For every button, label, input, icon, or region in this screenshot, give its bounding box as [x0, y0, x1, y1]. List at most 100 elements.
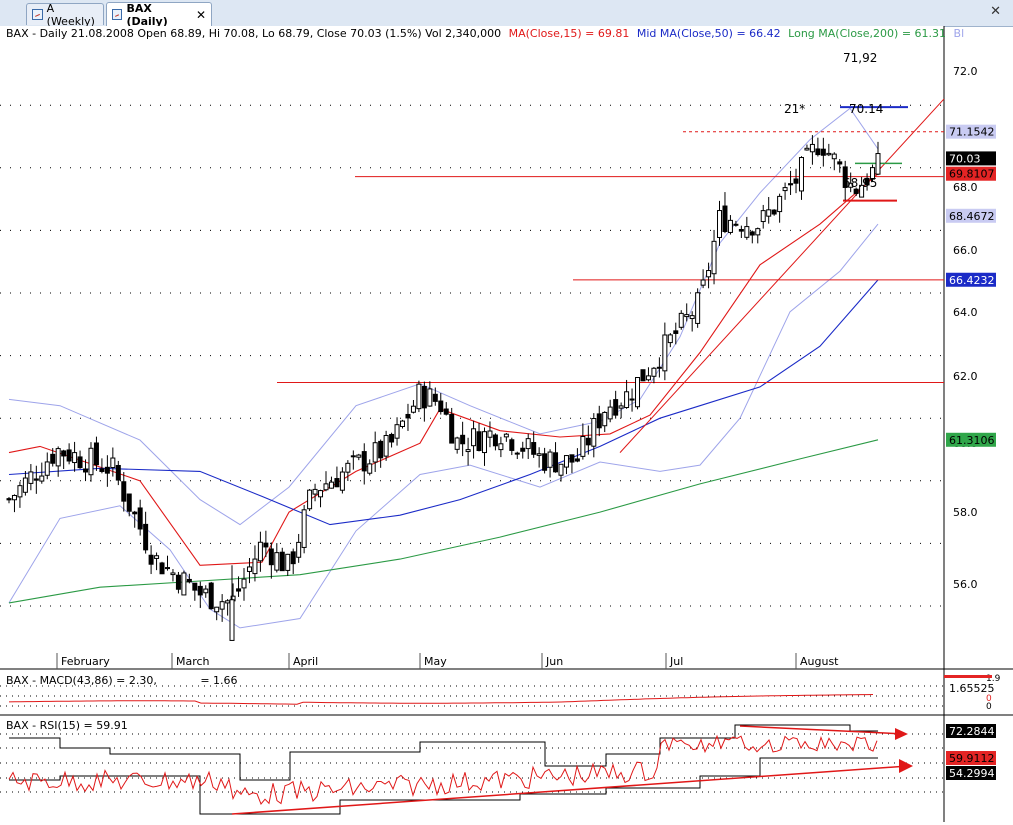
candle-body: [110, 457, 116, 469]
candle-body: [246, 566, 252, 572]
price-tick: 68.0: [953, 181, 978, 194]
price-axis-ticks: 72.0 70 68.0 66.0 64.0 62.0 60.0 58.0 56…: [953, 65, 978, 591]
price-tag-text: 70.03: [949, 152, 981, 165]
rsi-panel: BAX - RSI(15) = 59.91 72.2844 59.9112 54…: [0, 719, 996, 815]
macd-axis-tick: 1.9: [986, 674, 1001, 684]
price-tag-text: 61.3106: [949, 434, 995, 447]
trend-line: [619, 98, 945, 453]
candle-body: [831, 153, 837, 160]
price-tag: [946, 151, 996, 166]
candle-body: [61, 450, 67, 457]
price-tag-text: 68.4672: [949, 210, 995, 223]
bollinger-lower: [8, 223, 879, 629]
candle-body: [580, 436, 586, 457]
candle-body: [219, 601, 225, 610]
candle-body: [465, 449, 471, 453]
candle-body: [492, 434, 498, 447]
month-label: August: [800, 655, 839, 668]
candle-body: [848, 182, 854, 188]
candle-body: [192, 582, 198, 591]
price-tags: 71.1542 70.03 69.8107 68.4672 66.4232 61.3106: [946, 124, 996, 447]
ma200-line: [8, 439, 879, 604]
candle-body: [651, 367, 657, 377]
candle-body: [175, 574, 181, 590]
rsi-tag-lower: [946, 766, 996, 780]
candle-body: [809, 143, 815, 153]
candle-body: [350, 455, 356, 458]
candle-body: [558, 463, 564, 476]
candle-body: [6, 498, 12, 501]
candle-body: [154, 555, 160, 559]
candle-body: [798, 157, 804, 192]
candle-body: [126, 493, 132, 512]
chart-icon: [112, 9, 123, 20]
candle-body: [662, 334, 668, 372]
candle-body: [17, 485, 23, 498]
candle-body: [33, 478, 39, 481]
candle-body: [77, 456, 83, 469]
rsi-tag-value-text: 59.9112: [949, 752, 995, 765]
candle-body: [361, 451, 367, 472]
candle-body: [624, 391, 630, 409]
candle-body: [345, 462, 351, 473]
macd-axis-tick: 0: [986, 694, 992, 704]
candle-body: [591, 418, 597, 447]
candle-body: [471, 428, 477, 447]
candle-body: [684, 314, 690, 318]
arrow-icon: [895, 728, 908, 740]
candle-body: [454, 437, 460, 450]
annotation-low: 68.95: [843, 176, 877, 190]
candle-body: [99, 468, 105, 472]
candle-body: [733, 223, 739, 226]
rsi-trendline-upper: [739, 725, 906, 735]
tab-label: BAX (Daily): [126, 1, 168, 28]
candle-body: [509, 439, 515, 451]
price-tag: [946, 272, 996, 287]
candle-body: [164, 567, 170, 570]
chart-svg[interactable]: BAX - Daily 21.08.2008 Open 68.89, Hi 70…: [0, 26, 1013, 822]
candle-body: [574, 458, 580, 462]
candle-body: [44, 461, 50, 476]
candle-body: [536, 453, 542, 456]
candle-body: [826, 152, 832, 156]
candle-body: [542, 453, 548, 471]
candle-body: [22, 477, 28, 493]
rsi-trendline-lower: [231, 765, 909, 815]
price-tag: [946, 208, 996, 223]
candle-body: [673, 330, 679, 334]
candle-body: [678, 312, 684, 328]
tab-label: A (Weekly): [46, 1, 95, 28]
chart-canvas[interactable]: BAX - Daily 21.08.2008 Open 68.89, Hi 70…: [0, 26, 1013, 822]
candle-body: [279, 551, 285, 572]
candle-body: [72, 452, 78, 464]
candle-body: [755, 228, 761, 236]
candle-body: [285, 553, 291, 571]
tab-scroll-icon[interactable]: [6, 6, 20, 20]
candle-body: [793, 178, 799, 184]
candle-body: [39, 475, 45, 482]
price-tag: [946, 166, 996, 181]
candle-body: [585, 437, 591, 446]
candle-body: [498, 443, 504, 451]
tab-a-weekly[interactable]: A (Weekly): [26, 1, 104, 28]
candle-body: [449, 413, 455, 444]
candle-body: [318, 490, 324, 498]
tab-bar: A (Weekly) BAX (Daily) ✕ ✕: [0, 0, 1013, 28]
candle-body: [476, 431, 482, 452]
window-close-icon[interactable]: ✕: [990, 4, 1001, 19]
price-tick: 56.0: [953, 578, 978, 591]
candle-body: [771, 209, 777, 215]
tab-close-icon[interactable]: ✕: [195, 7, 206, 22]
price-tag-text: 69.8107: [949, 168, 995, 181]
rsi-upper-channel: [9, 724, 878, 781]
price-tick: 64.0: [953, 306, 978, 319]
tab-bax-daily[interactable]: BAX (Daily) ✕: [106, 1, 212, 28]
candle-body: [711, 240, 717, 275]
candle-body: [378, 440, 384, 459]
rsi-tag-upper-text: 72.2844: [949, 725, 995, 738]
candle-body: [656, 366, 662, 369]
candle-body: [859, 184, 865, 198]
candle-body: [170, 572, 176, 576]
candle-body: [356, 454, 362, 458]
